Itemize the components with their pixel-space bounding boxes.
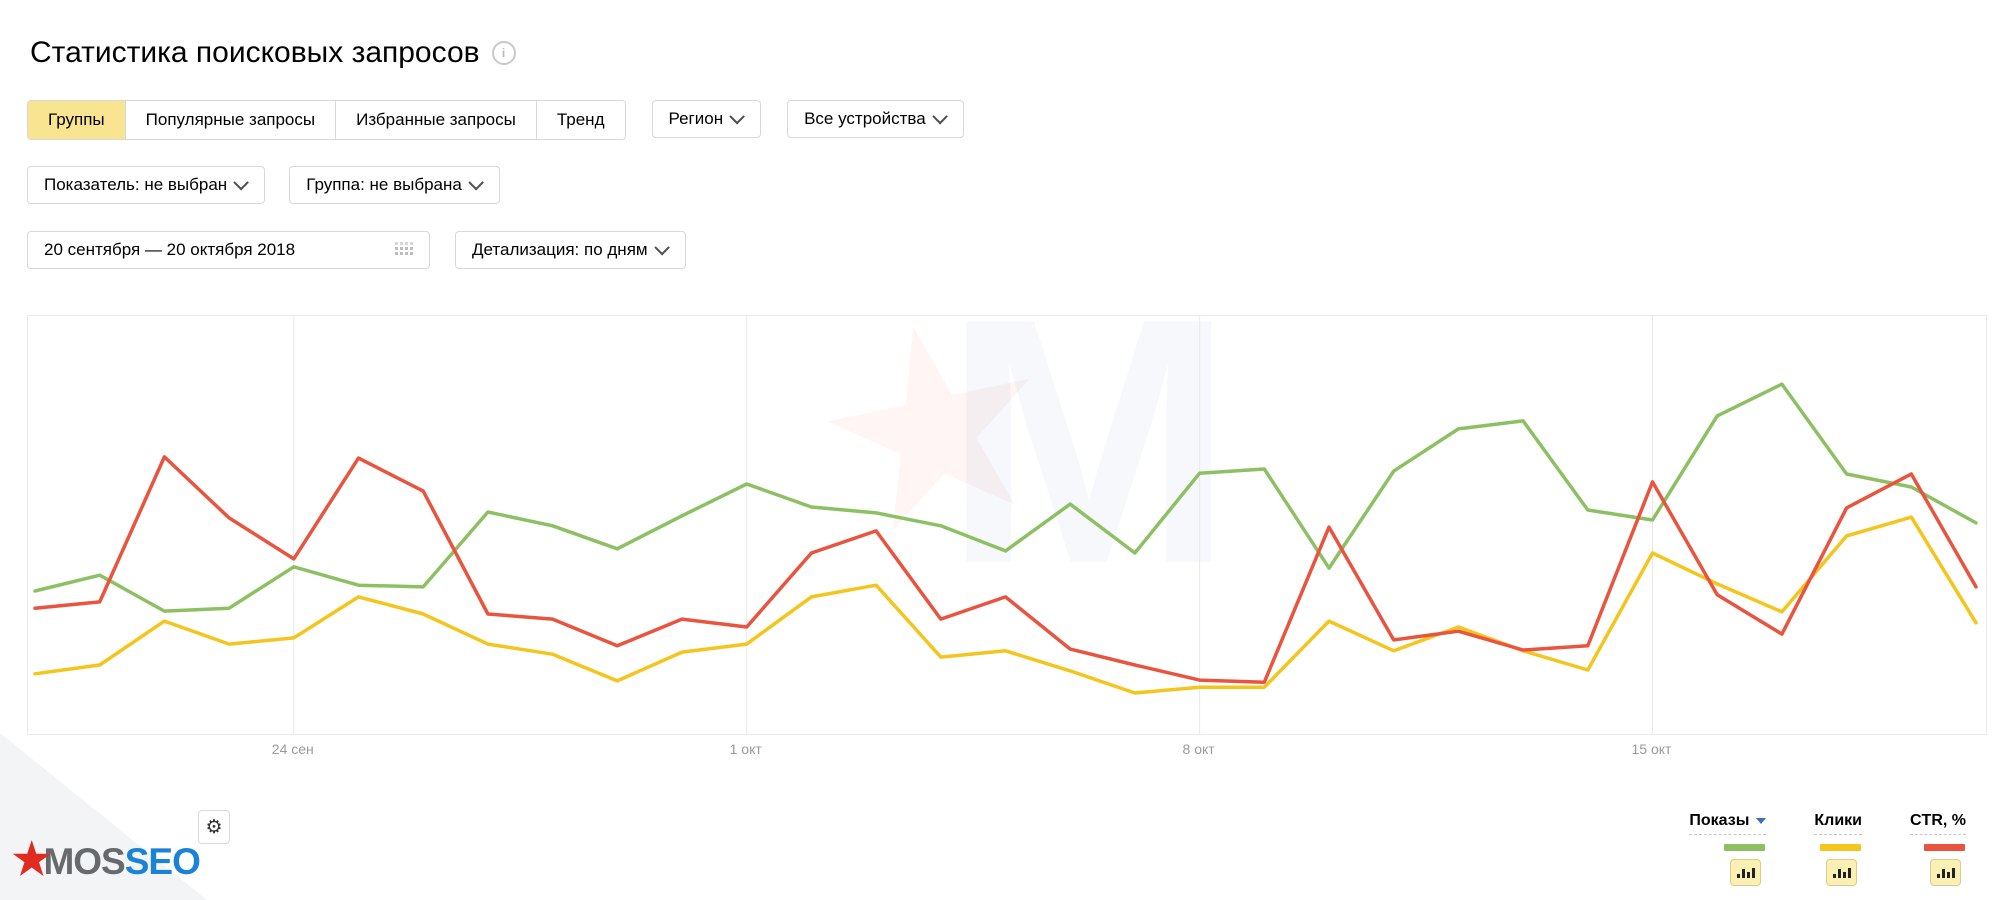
mosseo-logo: ★ MOS SEO <box>12 835 201 884</box>
chevron-down-icon <box>729 108 745 124</box>
group-dropdown[interactable]: Группа: не выбрана <box>289 166 500 204</box>
line-chart: M <box>27 246 1987 735</box>
bar-chart-icon <box>1832 868 1851 878</box>
legend-label-ctr[interactable]: CTR, % <box>1910 812 1966 835</box>
chevron-down-icon <box>932 108 948 124</box>
logo-star-icon: ★ <box>12 835 52 884</box>
legend-label-text: Клики <box>1814 812 1862 829</box>
logo-text-seo: SEO <box>124 841 201 882</box>
x-tick-label: 8 окт <box>1182 741 1215 757</box>
tab-favorite-queries[interactable]: Избранные запросы <box>335 101 536 139</box>
tab-popular-queries[interactable]: Популярные запросы <box>124 101 335 139</box>
chart-settings-button[interactable]: ⚙ <box>198 810 230 844</box>
watermark-letter: M <box>943 246 1235 637</box>
date-range-label: 20 сентября — 20 октября 2018 <box>44 240 296 259</box>
series-line-Показы <box>33 382 1978 613</box>
chevron-down-icon <box>653 239 670 255</box>
devices-dropdown[interactable]: Все устройства <box>787 100 964 138</box>
page-title: Статистика поисковых запросов i <box>30 36 516 70</box>
region-dropdown[interactable]: Регион <box>651 100 762 138</box>
detail-dropdown[interactable]: Детализация: по дням <box>455 231 686 269</box>
info-icon[interactable]: i <box>491 41 516 65</box>
metric-dropdown-label: Показатель: не выбран <box>44 175 228 194</box>
legend-color-bar <box>1724 844 1766 851</box>
date-range-picker[interactable]: 20 сентября — 20 октября 2018 <box>27 231 430 269</box>
view-tabs: Группы Популярные запросы Избранные запрос… <box>27 100 626 140</box>
detail-dropdown-label: Детализация: по дням <box>472 240 648 259</box>
tab-trend[interactable]: Тренд <box>535 101 625 139</box>
legend-histogram-button-impressions[interactable] <box>1730 859 1762 886</box>
x-tick-label: 24 сен <box>271 741 314 757</box>
gear-icon: ⚙ <box>205 815 223 838</box>
series-line-Клики <box>33 515 1978 695</box>
group-dropdown-label: Группа: не выбрана <box>306 175 462 194</box>
legend-histogram-button-ctr[interactable] <box>1930 859 1961 886</box>
chevron-down-icon <box>468 174 484 190</box>
legend-color-bar <box>1820 844 1861 851</box>
legend-item-ctr: CTR, % <box>1910 812 1966 886</box>
legend-label-text: Показы <box>1689 812 1750 829</box>
page-title-text: Статистика поисковых запросов <box>30 36 480 69</box>
tab-groups[interactable]: Группы <box>28 101 125 139</box>
legend-label-clicks[interactable]: Клики <box>1814 812 1862 835</box>
series-line-CTR, % <box>33 455 1978 684</box>
chart-legend: Показы Клики CTR, % <box>1689 812 1966 886</box>
legend-histogram-button-clicks[interactable] <box>1826 859 1857 886</box>
legend-label-text: CTR, % <box>1910 812 1966 829</box>
x-tick-label: 1 окт <box>729 741 762 757</box>
x-tick-label: 15 окт <box>1631 741 1672 757</box>
legend-label-impressions[interactable]: Показы <box>1689 812 1767 835</box>
chevron-down-icon <box>233 174 250 190</box>
dropdown-arrow-icon <box>1756 818 1767 824</box>
chart-canvas <box>33 316 1978 734</box>
bar-chart-icon <box>1736 868 1755 878</box>
calendar-icon <box>395 242 413 255</box>
legend-item-clicks: Клики <box>1814 812 1862 886</box>
devices-dropdown-label: Все устройства <box>804 109 926 128</box>
legend-item-impressions: Показы <box>1689 812 1767 886</box>
bar-chart-icon <box>1936 868 1955 878</box>
legend-color-bar <box>1924 844 1965 851</box>
logo-text-mos: MOS <box>43 841 125 882</box>
region-dropdown-label: Регион <box>668 109 724 128</box>
metric-dropdown[interactable]: Показатель: не выбран <box>27 166 266 204</box>
